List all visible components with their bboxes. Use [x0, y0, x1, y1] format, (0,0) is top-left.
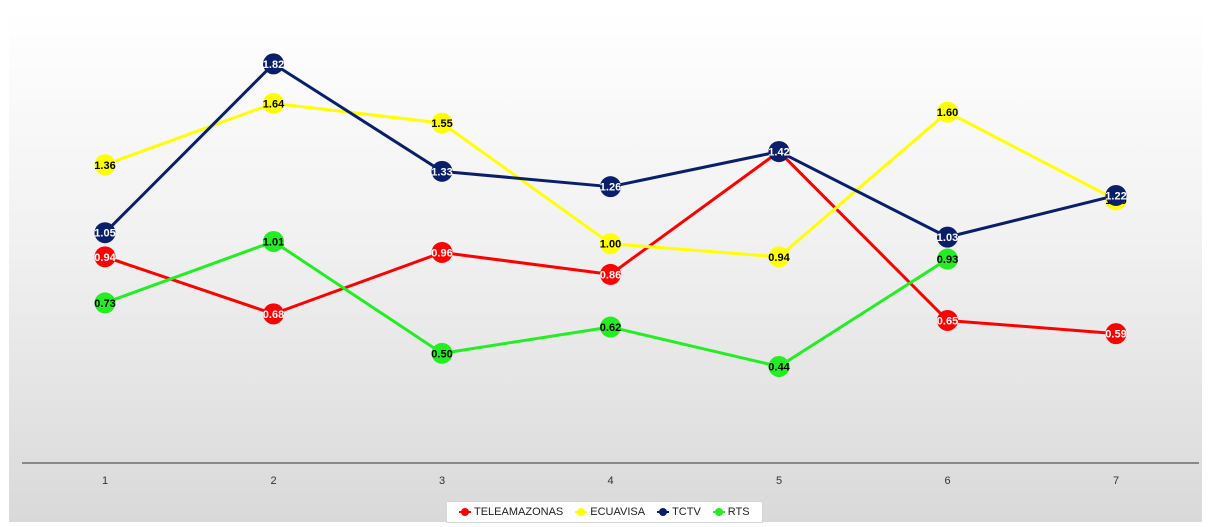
data-label-rts: 0.50	[431, 348, 452, 360]
data-point-tctv	[431, 160, 453, 182]
legend-item-rts: RTS	[712, 506, 750, 518]
legend-marker	[712, 508, 725, 516]
data-point-tctv	[937, 226, 958, 248]
data-point-tctv	[600, 176, 621, 198]
data-label-ecuavisa: 1.60	[937, 107, 958, 119]
data-label-teleamazonas: 0.65	[937, 315, 958, 327]
data-point-teleamazonas	[937, 309, 958, 331]
data-label-teleamazonas: 0.94	[94, 252, 116, 264]
legend-marker	[575, 508, 588, 516]
data-point-rts	[937, 248, 958, 270]
series-line-rts	[104, 240, 949, 369]
data-label-tctv: 1.05	[94, 228, 115, 240]
data-label-rts: 0.62	[600, 322, 621, 334]
legend-label: TCTV	[672, 506, 701, 518]
data-label-ecuavisa: 1.64	[263, 98, 285, 110]
data-point-rts	[431, 342, 453, 364]
legend-label: RTS	[727, 506, 750, 518]
series-teleamazonas: 0.94 0.68 0.96 0.86 1.42 0.65 0.59	[94, 141, 1127, 345]
data-label-tctv: 1.33	[431, 166, 452, 178]
data-label-teleamazonas: 0.96	[431, 247, 452, 259]
legend-dot	[659, 508, 668, 516]
x-tick-label: 1	[102, 475, 108, 487]
x-tick-label: 6	[944, 475, 950, 487]
data-label-rts: 0.93	[937, 254, 958, 266]
data-label-tctv: 1.26	[600, 182, 621, 194]
data-label-ecuavisa: 1.55	[431, 118, 452, 130]
data-label-tctv: 1.82	[263, 59, 284, 71]
legend-dot	[714, 508, 723, 516]
data-label-ecuavisa: 1.36	[94, 160, 115, 172]
series-tctv: 1.05 1.82 1.33 1.26 1.42 1.03 1.22	[94, 53, 1127, 248]
x-tick-labels: 1 2 3 4 5 6 7	[102, 475, 1119, 487]
data-point-ecuavisa	[431, 112, 453, 134]
legend: TELEAMAZONAS ECUAVISA TCTV RTS	[446, 501, 763, 523]
data-label-tctv: 1.42	[768, 147, 789, 159]
series-line-tctv	[103, 62, 1117, 239]
legend-dot	[461, 508, 469, 516]
legend-item-tctv: TCTV	[657, 506, 701, 518]
data-label-ecuavisa: 1.00	[600, 239, 621, 251]
data-label-rts: 0.73	[94, 298, 115, 310]
data-point-tctv	[1105, 184, 1127, 206]
data-point-teleamazonas	[94, 246, 116, 268]
data-point-teleamazonas	[431, 241, 453, 263]
data-label-rts: 1.01	[263, 237, 284, 249]
legend-label: TELEAMAZONAS	[474, 506, 564, 518]
data-point-rts	[263, 231, 284, 253]
series-layer: 0.94 0.68 0.96 0.86 1.42 0.65 0.59 1.36 1.64 1.55…	[94, 53, 1127, 378]
x-tick-label: 4	[607, 475, 613, 487]
data-label-ecuavisa: 0.94	[768, 252, 790, 264]
data-label-teleamazonas: 0.59	[1105, 329, 1126, 341]
data-point-teleamazonas	[263, 303, 284, 325]
data-label-teleamazonas: 0.86	[600, 269, 621, 281]
data-point-rts	[94, 292, 116, 314]
legend-dot	[577, 508, 586, 516]
data-point-rts	[768, 356, 790, 378]
legend-marker	[459, 508, 471, 516]
data-label-tctv: 1.03	[937, 232, 958, 244]
data-point-ecuavisa	[937, 101, 958, 123]
data-point-tctv	[94, 222, 116, 244]
legend-item-teleamazonas: TELEAMAZONAS	[459, 506, 563, 518]
data-point-teleamazonas	[600, 263, 621, 285]
x-tick-label: 2	[270, 475, 276, 487]
data-point-tctv	[768, 141, 790, 163]
legend-marker	[657, 508, 670, 516]
data-point-ecuavisa	[263, 92, 284, 114]
series-rts: 0.73 1.01 0.50 0.62 0.44 0.93	[94, 231, 958, 378]
x-tick-label: 3	[439, 475, 445, 487]
data-point-ecuavisa	[600, 233, 621, 255]
legend-label: ECUAVISA	[590, 506, 646, 518]
data-label-teleamazonas: 0.68	[263, 309, 284, 321]
x-tick-label: 7	[1113, 475, 1119, 487]
x-tick-label: 5	[776, 475, 782, 487]
data-point-ecuavisa	[768, 246, 790, 268]
data-point-ecuavisa	[94, 154, 116, 176]
legend-item-ecuavisa: ECUAVISA	[575, 506, 645, 518]
data-label-tctv: 1.22	[1105, 190, 1126, 202]
data-label-rts: 0.44	[768, 362, 790, 374]
data-point-rts	[600, 316, 621, 338]
data-point-tctv	[263, 53, 284, 75]
data-point-teleamazonas	[1105, 323, 1127, 345]
